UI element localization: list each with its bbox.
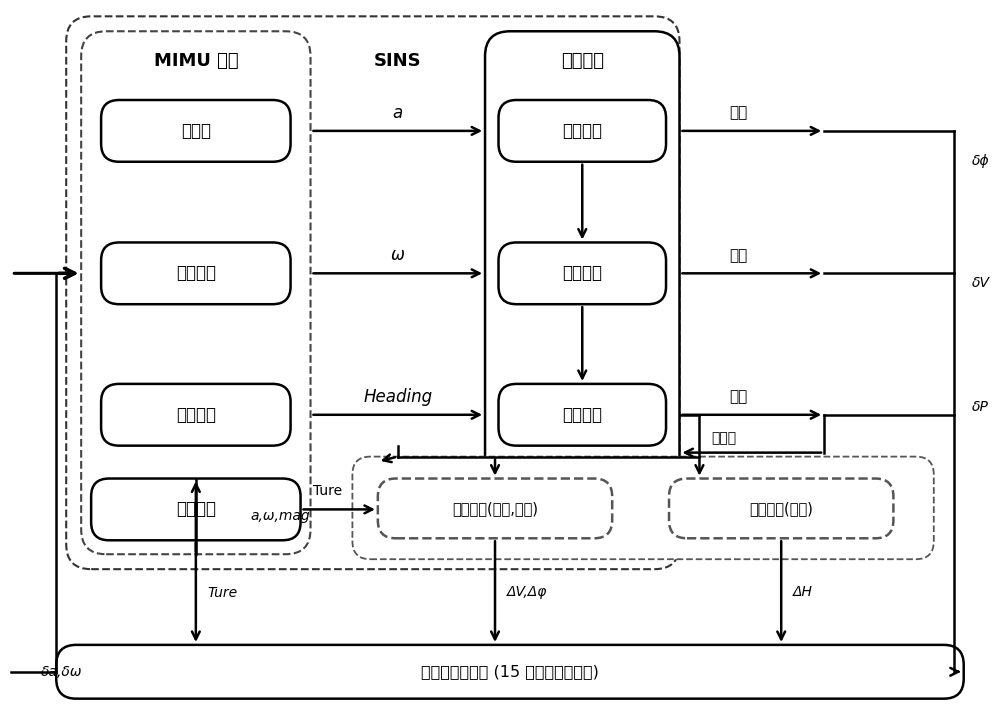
Text: Heading: Heading [363, 388, 432, 406]
FancyBboxPatch shape [485, 31, 680, 554]
Text: 加速度计: 加速度计 [176, 265, 216, 282]
Text: 速度: 速度 [729, 248, 748, 263]
Text: 零速区间: 零速区间 [176, 500, 216, 518]
Text: ΔV,Δφ: ΔV,Δφ [507, 585, 547, 598]
Text: 姿态: 姿态 [729, 105, 748, 120]
Text: ω: ω [391, 247, 405, 265]
FancyBboxPatch shape [91, 478, 301, 541]
FancyBboxPatch shape [81, 31, 311, 554]
Text: δa,δω: δa,δω [41, 665, 83, 679]
FancyBboxPatch shape [499, 100, 666, 162]
Text: 位置: 位置 [729, 390, 748, 405]
FancyBboxPatch shape [669, 478, 893, 538]
FancyBboxPatch shape [499, 384, 666, 445]
FancyBboxPatch shape [101, 242, 291, 304]
FancyBboxPatch shape [499, 242, 666, 304]
Text: 陀螺仪: 陀螺仪 [181, 122, 211, 140]
FancyBboxPatch shape [101, 384, 291, 445]
Text: 环境约束(高度): 环境约束(高度) [749, 501, 813, 516]
Text: δV: δV [972, 276, 990, 290]
FancyBboxPatch shape [56, 645, 964, 699]
FancyBboxPatch shape [101, 100, 291, 162]
Text: a: a [393, 104, 403, 122]
Text: 人体约束(速度,航向): 人体约束(速度,航向) [452, 501, 538, 516]
Text: 姿态更新: 姿态更新 [562, 122, 602, 140]
Text: 速度更新: 速度更新 [562, 265, 602, 282]
Text: δP: δP [972, 400, 989, 414]
Text: δϕ: δϕ [972, 154, 989, 168]
Text: MIMU 数据: MIMU 数据 [154, 52, 238, 70]
FancyBboxPatch shape [352, 457, 934, 559]
Text: a,ω,mag: a,ω,mag [251, 509, 310, 523]
Text: 磁传感器: 磁传感器 [176, 406, 216, 424]
Text: 导航算法: 导航算法 [561, 52, 604, 70]
FancyBboxPatch shape [66, 16, 680, 569]
Text: ΔH: ΔH [793, 585, 813, 598]
Text: SINS: SINS [374, 52, 422, 70]
Text: Ture: Ture [208, 586, 238, 600]
Text: 位置更新: 位置更新 [562, 406, 602, 424]
Text: 扩展卡尔曼滤波 (15 维误差状态向量): 扩展卡尔曼滤波 (15 维误差状态向量) [421, 664, 599, 679]
FancyBboxPatch shape [378, 478, 612, 538]
Text: Ture: Ture [313, 485, 342, 498]
Text: 观测量: 观测量 [711, 432, 737, 445]
